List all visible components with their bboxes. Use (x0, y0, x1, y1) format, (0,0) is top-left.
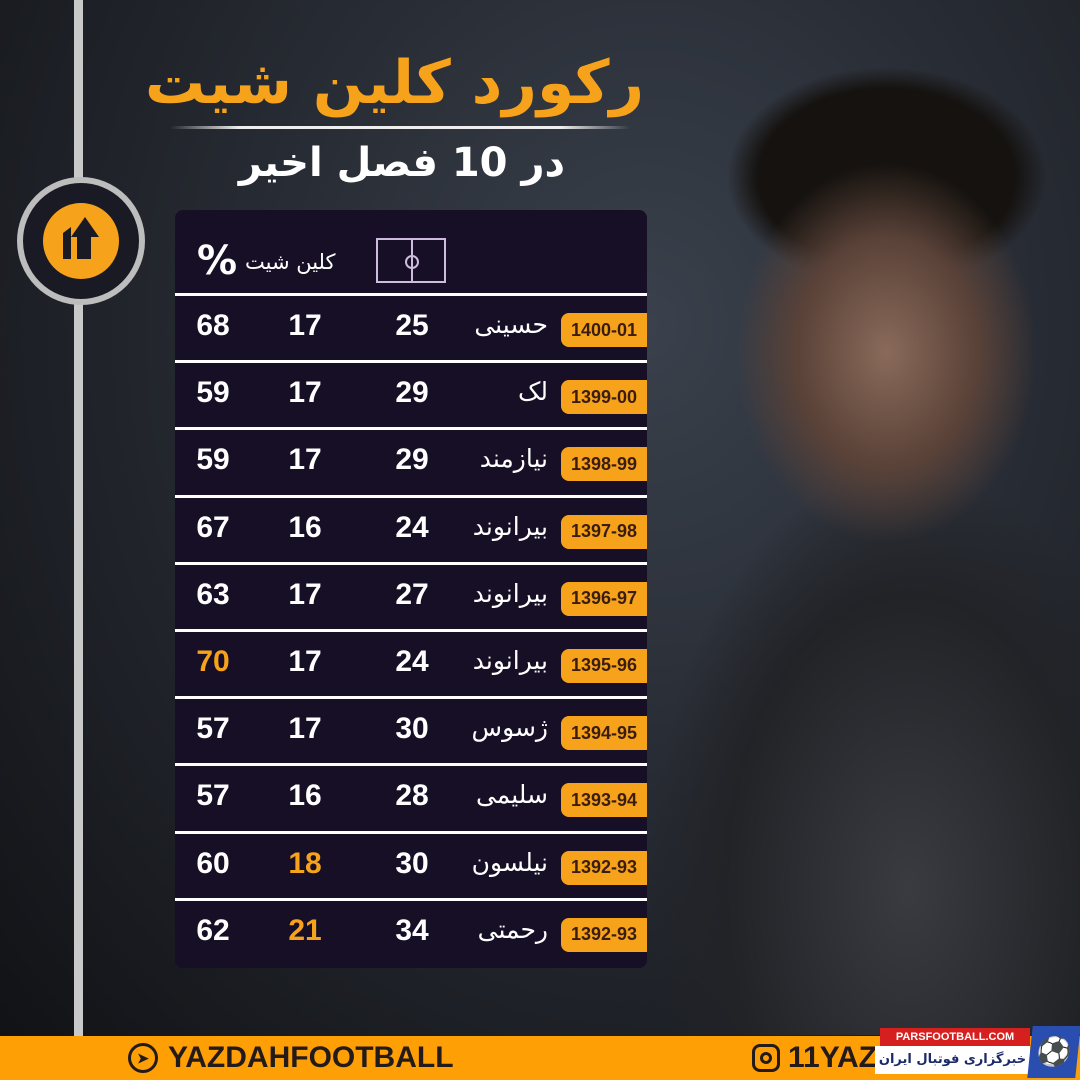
football-pitch-icon (376, 238, 446, 283)
clean-sheets-value: 16 (288, 510, 322, 544)
clean-sheets-value: 17 (288, 644, 322, 678)
table-row: 1395-96 بیرانوند 24 17 70 (175, 632, 647, 700)
yazdah-logo (17, 177, 145, 305)
season-badge: 1396-97 (561, 581, 647, 616)
decorative-vertical-line (74, 0, 83, 1036)
percent-value: 59 (196, 443, 230, 477)
percent-value: 62 (196, 913, 230, 947)
goalkeeper-name: سلیمی (475, 780, 548, 810)
instagram-icon (752, 1044, 780, 1072)
table-row: 1394-95 ژسوس 30 17 57 (175, 699, 647, 767)
season-badge: 1397-98 (561, 514, 647, 549)
clean-sheets-value: 17 (288, 443, 322, 477)
matches-value: 24 (395, 510, 429, 544)
watermark-bottom: خبرگزاری فوتبال ایران (875, 1046, 1030, 1074)
goalkeeper-name: نیلسون (471, 847, 548, 877)
clean-sheets-value: 21 (288, 913, 322, 947)
header-clean-sheets: کلین شیت (245, 250, 336, 274)
season-badge: 1400-01 (561, 313, 647, 347)
percent-value: 57 (196, 712, 230, 746)
matches-value: 29 (395, 443, 429, 477)
matches-value: 28 (395, 779, 429, 813)
percent-value: 67 (196, 510, 230, 544)
goalkeeper-name: بیرانوند (472, 578, 548, 608)
telegram-handle[interactable]: ➤ YAZDAHFOOTBALL (128, 1041, 454, 1075)
telegram-icon: ➤ (128, 1043, 158, 1073)
logo-icon (43, 203, 119, 279)
table-row: 1392-93 رحمتی 34 21 62 (175, 901, 647, 968)
goalkeeper-name: حسینی (474, 310, 548, 339)
table-row: 1399-00 لک 29 17 59 (175, 363, 647, 431)
goalkeeper-name: لک (518, 377, 548, 407)
watermark-top: PARSFOOTBALL.COM (880, 1028, 1030, 1046)
season-badge: 1399-00 (561, 380, 647, 415)
season-badge: 1398-99 (561, 447, 647, 482)
header-percent: % (197, 238, 238, 284)
goalkeeper-name: بیرانوند (472, 645, 548, 675)
clean-sheets-value: 17 (288, 309, 322, 342)
season-badge: 1392-93 (561, 917, 647, 952)
percent-value: 60 (196, 846, 230, 880)
table-row: 1396-97 بیرانوند 27 17 63 (175, 565, 647, 632)
page-subtitle: در 10 فصل اخیر (238, 140, 565, 186)
table-row: 1398-99 نیازمند 29 17 59 (175, 430, 647, 498)
player-photo (650, 60, 1080, 1035)
clean-sheet-table: کلین شیت % 1400-01 حسینی 25 17 68 1399-00… (175, 210, 647, 968)
telegram-text: YAZDAHFOOTBALL (168, 1041, 454, 1074)
matches-value: 30 (395, 712, 429, 746)
clean-sheets-value: 18 (288, 846, 322, 880)
goalkeeper-name: رحمتی (477, 914, 548, 944)
percent-value: 59 (196, 376, 230, 410)
season-badge: 1394-95 (561, 716, 647, 751)
matches-value: 27 (395, 577, 429, 611)
clean-sheets-value: 16 (288, 779, 322, 813)
matches-value: 24 (395, 644, 429, 678)
season-badge: 1392-93 (561, 850, 647, 885)
page-title: رکورد کلین شیت (144, 48, 644, 118)
matches-value: 29 (395, 376, 429, 410)
goalkeeper-name: نیازمند (479, 444, 548, 474)
parsfootball-watermark: PARSFOOTBALL.COM خبرگزاری فوتبال ایران ⚽ (875, 1024, 1080, 1080)
divider (170, 126, 630, 129)
table-header: کلین شیت % (175, 210, 647, 296)
table-row: 1392-93 نیلسون 30 18 60 (175, 834, 647, 901)
matches-value: 34 (395, 913, 429, 947)
table-row: 1397-98 بیرانوند 24 16 67 (175, 498, 647, 565)
clean-sheets-value: 17 (288, 577, 322, 611)
percent-value: 57 (196, 779, 230, 813)
season-badge: 1393-94 (561, 783, 647, 818)
matches-value: 25 (395, 309, 429, 342)
clean-sheets-value: 17 (288, 376, 322, 410)
table-row: 1400-01 حسینی 25 17 68 (175, 296, 647, 364)
percent-value: 68 (196, 309, 230, 342)
matches-value: 30 (395, 846, 429, 880)
season-badge: 1395-96 (561, 648, 647, 683)
clean-sheets-value: 17 (288, 712, 322, 746)
table-row: 1393-94 سلیمی 28 16 57 (175, 766, 647, 834)
percent-value: 70 (196, 644, 230, 678)
percent-value: 63 (196, 577, 230, 611)
goalkeeper-name: ژسوس (471, 713, 548, 743)
goalkeeper-name: بیرانوند (472, 511, 548, 541)
football-player-icon: ⚽ (1027, 1026, 1080, 1078)
